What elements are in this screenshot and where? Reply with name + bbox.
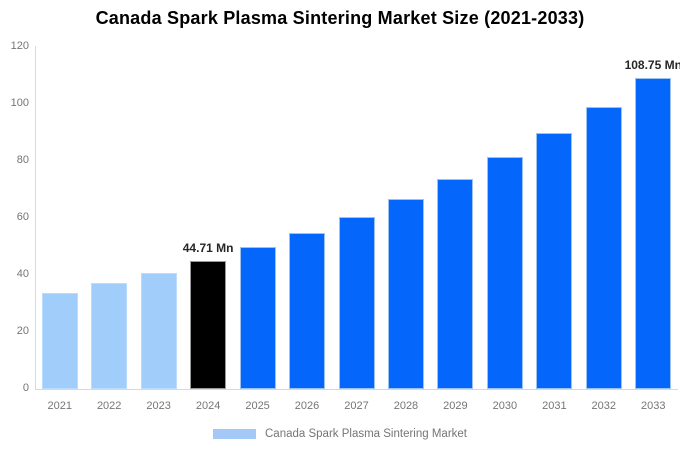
- x-axis-tick-label-2025: 2025: [245, 400, 270, 412]
- x-axis-tick-label-2027: 2027: [344, 400, 369, 412]
- bar-2023: [140, 272, 177, 389]
- x-axis-tick-label-2032: 2032: [591, 400, 617, 412]
- bar-2024: [190, 260, 227, 389]
- legend-swatch-icon: [213, 429, 256, 439]
- bar-2029: [437, 179, 474, 389]
- bar-2028: [387, 198, 424, 389]
- bar-2026: [289, 232, 326, 389]
- x-axis-tick-label-2022: 2022: [96, 400, 122, 412]
- x-axis-tick-label-2033: 2033: [641, 400, 666, 412]
- bar-2021: [41, 293, 78, 389]
- y-axis-tick-label: 60: [16, 211, 29, 223]
- x-axis-tick-label-2024: 2024: [195, 400, 221, 412]
- bar-2025: [239, 247, 276, 389]
- y-axis-tick-label: 100: [10, 97, 29, 109]
- bar-2033: [635, 78, 672, 389]
- bar-2031: [536, 133, 573, 389]
- bar-2030: [486, 157, 523, 389]
- y-axis-tick-label: 20: [16, 325, 29, 337]
- bar-2027: [338, 216, 375, 389]
- x-axis-tick-label-2031: 2031: [542, 400, 567, 412]
- x-axis-tick-label-2023: 2023: [146, 400, 171, 412]
- x-axis-line: [35, 389, 678, 390]
- legend: Canada Spark Plasma Sintering Market: [0, 426, 680, 442]
- y-axis-tick-label: 80: [16, 154, 29, 166]
- legend-label: Canada Spark Plasma Sintering Market: [265, 428, 467, 440]
- y-axis-line: [35, 46, 36, 389]
- x-axis-tick-label-2028: 2028: [393, 400, 419, 412]
- y-axis-tick-label: 0: [22, 382, 29, 394]
- x-axis-tick-label-2026: 2026: [294, 400, 320, 412]
- bar-2032: [585, 106, 622, 389]
- x-axis-tick-label-2030: 2030: [492, 400, 518, 412]
- y-axis-tick-label: 40: [16, 268, 29, 280]
- legend-item-series[interactable]: Canada Spark Plasma Sintering Market: [213, 428, 467, 440]
- bar-2022: [91, 283, 128, 389]
- bar-value-label-2024: 44.71 Mn: [182, 240, 234, 255]
- y-axis-tick-label: 120: [10, 40, 29, 52]
- x-axis-tick-label-2021: 2021: [47, 400, 72, 412]
- bar-value-label-2033: 108.75 Mn: [624, 58, 680, 73]
- x-axis-tick-label-2029: 2029: [443, 400, 468, 412]
- chart-title: Canada Spark Plasma Sintering Market Siz…: [95, 8, 585, 28]
